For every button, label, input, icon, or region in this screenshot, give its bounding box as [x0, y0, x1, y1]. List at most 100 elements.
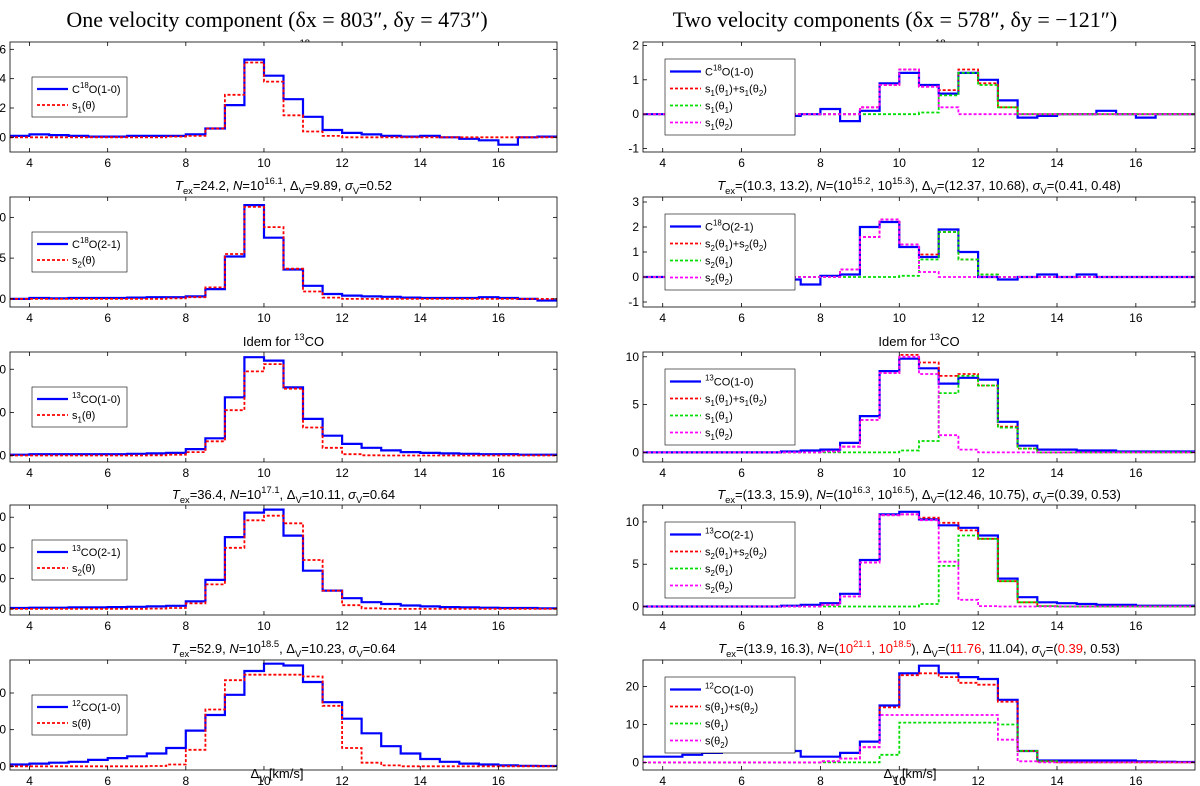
legend-entry-part: 12: [705, 682, 714, 691]
right-panel-title-3-part: σ: [1033, 487, 1042, 502]
legend-entry-part: 2: [78, 260, 82, 269]
right-panel-title-1-part: ex: [725, 185, 735, 196]
left-xlabel-sub: V: [259, 774, 265, 784]
plot-frame: [9, 659, 558, 771]
series-line-model: [10, 363, 557, 457]
left-panel-4: 468101214160204012CO(1-0)s(θ): [0, 659, 558, 786]
left-panel-title-3-part: =10.11,: [302, 487, 348, 502]
legend-entry: s(θ2): [705, 736, 728, 750]
x-tick-label: 8: [182, 156, 189, 170]
y-tick-label: 10: [626, 515, 640, 529]
left-panel-title-1-part: =0.52: [359, 178, 392, 193]
legend-entry-part: (θ): [82, 410, 95, 422]
right-panel-2: 4 6 8 10 12 14 16051013CO(1-0)s1(θ1)+s1(θ2)s1(…: [626, 350, 1196, 480]
legend-entry-part: )+s: [729, 239, 745, 251]
right-panel-title-4-part: , 0.53): [1083, 641, 1120, 656]
series-line-model: [10, 514, 557, 610]
right-panel-title-4-part: 11.76: [950, 641, 982, 656]
legend-entry-part: CO(1-0): [714, 377, 754, 389]
x-tick-label: 12: [335, 311, 349, 325]
legend-entry-part: (θ: [749, 394, 759, 406]
x-tick-label: 4: [26, 466, 33, 480]
x-tick-label: 4: [659, 311, 666, 325]
y-tick-label: 3: [632, 195, 639, 209]
left-panel-title-1-part: =10: [242, 178, 264, 193]
y-tick-label: 10: [0, 405, 6, 419]
legend-box: [31, 694, 128, 736]
legend-entry-part: 2: [720, 741, 724, 750]
legend-entry-part: (θ: [715, 547, 725, 559]
legend-entry-part: ): [763, 547, 767, 559]
legend-entry-part: s: [705, 411, 711, 423]
left-panel-2: 468101214160102013CO(1-0)s1(θ): [0, 351, 558, 480]
legend-entry-part: (θ: [715, 564, 725, 576]
y-tick-label: 0: [632, 600, 639, 614]
left-panel-title-3-part: T: [172, 487, 181, 502]
legend-entry: 13CO(1-0): [705, 374, 754, 389]
legend-box: [31, 231, 128, 273]
plot-frame: [642, 504, 1196, 616]
legend-entry-part: 18: [80, 81, 89, 90]
right-panel-title-4-part: ), Δ: [911, 641, 932, 656]
left-panel-title-3-part: =36.4,: [190, 487, 230, 502]
right-panel-title-3-part: =(0.39, 0.53): [1047, 487, 1121, 502]
left-panel-title-3-part: =10: [239, 487, 261, 502]
y-tick-label: 10: [626, 350, 640, 364]
y-tick-label: 1: [632, 245, 639, 259]
y-tick-label: 5: [0, 251, 6, 265]
x-tick-label: 10: [257, 156, 271, 170]
left-panel-title-4: Tex=52.9, N=1018.5, ΔV=10.23, σV=0.64: [171, 638, 395, 659]
legend-entry: s2(θ1)+s2(θ2): [705, 239, 767, 253]
x-tick-label: 6: [738, 774, 745, 786]
legend-entry-part: 1: [745, 399, 749, 408]
legend-entry-part: )+s: [729, 394, 745, 406]
right-panel-title-4-part: σ: [1032, 641, 1041, 656]
x-tick-label: 6: [738, 156, 745, 170]
legend-entry-part: s: [72, 410, 78, 422]
legend: C18O(1-0) s1(θ): [31, 76, 128, 118]
x-tick-label: 8: [182, 774, 189, 786]
legend-entry-part: (θ): [82, 100, 95, 112]
x-tick-label: 14: [414, 156, 428, 170]
legend-entry-part: )+s: [729, 547, 745, 559]
legend-entry-part: 13: [72, 544, 81, 553]
x-tick-label: 16: [492, 619, 506, 633]
x-tick-label: 8: [817, 619, 824, 633]
series-line-component1: [643, 534, 1195, 608]
legend-entry: C18O(2-1): [72, 236, 121, 251]
legend-entry-part: CO(1-0): [81, 394, 121, 406]
legend-entry-part: C: [705, 222, 713, 234]
x-tick-label: 6: [104, 156, 111, 170]
legend-entry-part: C: [72, 84, 80, 96]
legend-entry-part: 2: [750, 707, 754, 716]
legend-entry-part: (θ: [715, 411, 725, 423]
right-panel-title-1-part: N: [816, 178, 826, 193]
y-tick-label: 4: [0, 72, 6, 86]
legend-entry-part: 2: [725, 278, 729, 287]
left-panel-title-1-part: , Δ: [283, 178, 299, 193]
legend-entry-part: 2: [711, 278, 715, 287]
plot-frame: [642, 659, 1196, 771]
legend-entry-part: CO(1-0): [81, 702, 121, 714]
legend-entry-part: (θ: [715, 101, 725, 113]
right-panel-title-3-part: N: [816, 487, 826, 502]
x-tick-label: 14: [1050, 156, 1064, 170]
legend: C18O(1-0)s1(θ1)+s1(θ2)s1(θ1)s1(θ2): [664, 58, 796, 136]
y-tick-label: 6: [0, 42, 6, 56]
y-tick-label: 5: [632, 557, 639, 571]
right-panel-title-3: Tex=(13.3, 15.9), N=(1016.3, 1016.5), ΔV…: [717, 484, 1121, 505]
left-panel-title-4-part: σ: [349, 641, 358, 656]
x-tick-label: 16: [1129, 619, 1143, 633]
legend-entry-part: (θ: [749, 84, 759, 96]
legend-entry-part: 18: [80, 236, 89, 245]
right-panel-title-4-part: =(: [827, 641, 840, 656]
right-panel-title-1-part: , 10: [870, 178, 892, 193]
legend-entry-part: s: [72, 563, 78, 575]
left-panel-title-3-part: V: [295, 494, 302, 505]
legend-entry-part: (θ: [715, 118, 725, 130]
left-panel-title-4-part: =0.64: [363, 641, 396, 656]
x-tick-label: 14: [1050, 466, 1064, 480]
legend-entry-part: 1: [78, 105, 82, 114]
legend-entry-part: 1: [711, 123, 715, 132]
